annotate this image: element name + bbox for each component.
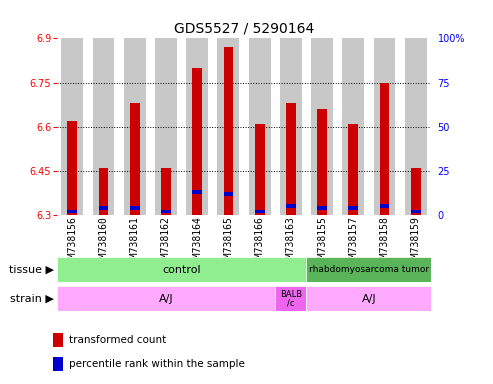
Text: strain ▶: strain ▶ [10, 293, 54, 304]
Bar [130, 103, 140, 215]
Text: transformed count: transformed count [69, 335, 166, 345]
Text: A/J: A/J [159, 293, 173, 304]
Text: BALB
/c: BALB /c [280, 290, 302, 307]
Bar [317, 109, 327, 215]
Bar [99, 168, 108, 215]
Bar [411, 210, 421, 214]
Bar [380, 83, 389, 215]
Bar [255, 124, 265, 215]
Bar [405, 38, 427, 215]
Bar [124, 38, 146, 215]
Bar [374, 38, 395, 215]
Bar [99, 206, 108, 210]
Bar [130, 206, 140, 210]
Bar [342, 38, 364, 215]
Bar [186, 38, 208, 215]
Bar [286, 204, 296, 208]
Bar [286, 103, 296, 215]
Bar [307, 286, 431, 311]
Bar [311, 38, 333, 215]
Text: rhabdomyosarcoma tumor: rhabdomyosarcoma tumor [309, 265, 429, 274]
Bar [223, 47, 233, 215]
Bar [280, 38, 302, 215]
Bar [307, 257, 431, 282]
Bar [349, 124, 358, 215]
Bar [255, 210, 265, 214]
Bar [57, 257, 307, 282]
Text: percentile rank within the sample: percentile rank within the sample [69, 359, 245, 369]
Text: tissue ▶: tissue ▶ [9, 265, 54, 275]
Bar [192, 190, 202, 194]
Bar [217, 38, 240, 215]
Bar [411, 168, 421, 215]
Bar [93, 38, 114, 215]
Bar [349, 206, 358, 210]
Bar [68, 121, 77, 215]
Bar [155, 38, 177, 215]
Text: A/J: A/J [362, 293, 376, 304]
Title: GDS5527 / 5290164: GDS5527 / 5290164 [174, 22, 314, 36]
Bar [161, 210, 171, 214]
Bar [53, 333, 63, 348]
Bar [61, 38, 83, 215]
Bar [275, 286, 307, 311]
Bar [249, 38, 271, 215]
Bar [161, 168, 171, 215]
Bar [317, 206, 327, 210]
Bar [380, 204, 389, 208]
Bar [53, 358, 63, 371]
Bar [57, 286, 275, 311]
Bar [68, 210, 77, 214]
Bar [192, 68, 202, 215]
Bar [223, 192, 233, 196]
Text: control: control [162, 265, 201, 275]
